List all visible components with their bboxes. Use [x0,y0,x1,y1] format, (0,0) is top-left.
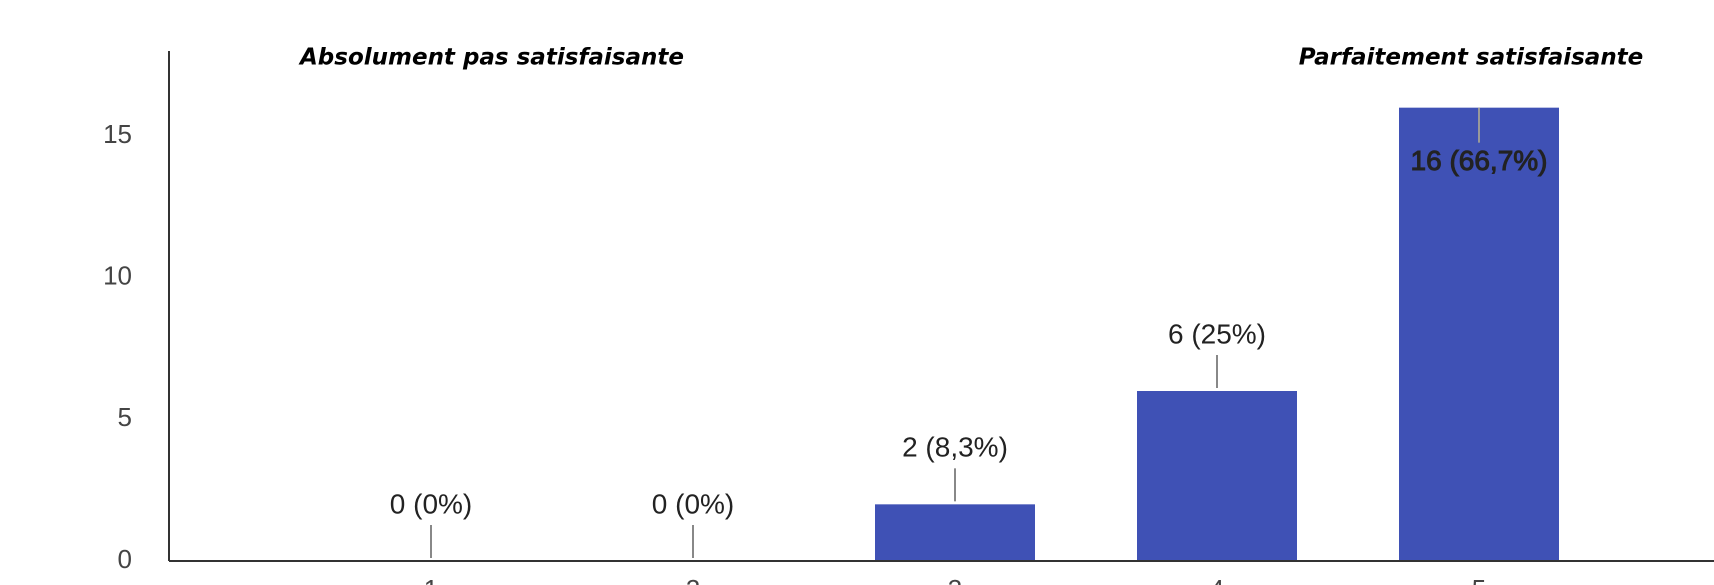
x-tick-label: 3 [948,574,962,585]
x-tick-label: 1 [424,574,438,585]
annotation: Absolument pas satisfaisante [298,45,684,71]
value-label: 16 (66,7%) [1411,145,1548,176]
y-tick-label: 5 [118,402,132,432]
bar [1399,107,1559,562]
value-label: 2 (8,3%) [902,432,1008,463]
value-label: 0 (0%) [652,488,734,519]
bar [875,504,1035,561]
x-tick-label: 5 [1472,574,1486,585]
x-tick-label: 4 [1210,574,1224,585]
y-tick-label: 10 [103,261,132,291]
y-tick-label: 15 [103,119,132,149]
value-label: 0 (0%) [390,488,472,519]
x-tick-label: 2 [686,574,700,585]
value-label: 6 (25%) [1168,318,1266,349]
annotation: Parfaitement satisfaisante [1299,45,1644,71]
y-tick-label: 0 [118,544,132,574]
bar [1137,391,1297,561]
